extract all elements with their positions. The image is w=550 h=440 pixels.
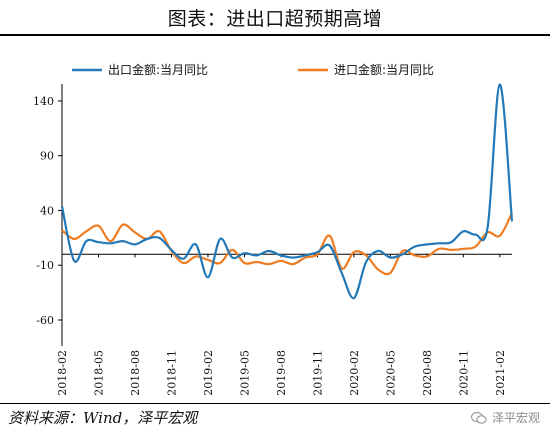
x-tick-label: 2020-02 [348, 350, 361, 396]
legend-label-1: 出口金额:当月同比 [108, 62, 208, 77]
chart-title: 图表：进出口超预期高增 [167, 7, 383, 30]
y-tick-label: -10 [36, 259, 54, 272]
x-tick-label: 2020-05 [384, 350, 397, 396]
footer-rule [0, 403, 550, 404]
y-tick-label: -60 [36, 314, 54, 327]
watermark-text: 泽平宏观 [491, 411, 540, 425]
series-line-2 [61, 212, 513, 276]
x-tick-label: 2019-08 [275, 350, 288, 396]
watermark: 泽平宏观 [470, 409, 540, 426]
x-tick-label: 2018-02 [56, 350, 69, 396]
y-tick-label: 90 [40, 150, 54, 163]
line-chart: 出口金额:当月同比 进口金额:当月同比 -60 -10 40 90 140 2018-02 20… [33, 62, 514, 396]
legend-label-2: 进口金额:当月同比 [334, 62, 434, 77]
x-tick-label: 2018-11 [165, 350, 178, 396]
series-line-1 [60, 83, 514, 300]
x-tick-label: 2018-08 [129, 350, 142, 396]
x-tick-label: 2021-02 [494, 350, 507, 396]
x-tick-label: 2018-05 [92, 350, 105, 396]
x-tick-label: 2019-02 [202, 350, 215, 396]
x-tick-label: 2020-11 [457, 350, 470, 396]
source-note: 资料来源：Wind，泽平宏观 [8, 409, 198, 427]
title-rule [0, 34, 550, 36]
x-tick-label: 2019-11 [311, 350, 324, 396]
wechat-icon [470, 411, 487, 424]
y-tick-label: 140 [33, 95, 54, 108]
x-tick-label: 2020-08 [421, 350, 434, 396]
y-tick-label: 40 [40, 204, 54, 217]
x-tick-label: 2019-05 [238, 350, 251, 396]
